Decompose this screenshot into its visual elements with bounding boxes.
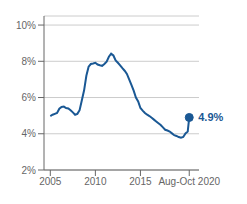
svg-text:10%: 10% xyxy=(16,20,36,31)
svg-text:2%: 2% xyxy=(22,165,37,176)
svg-text:6%: 6% xyxy=(22,92,37,103)
svg-text:4%: 4% xyxy=(22,128,37,139)
svg-text:2015: 2015 xyxy=(129,176,152,187)
svg-text:4.9%: 4.9% xyxy=(198,111,223,123)
svg-text:2005: 2005 xyxy=(39,176,62,187)
svg-text:2010: 2010 xyxy=(84,176,107,187)
svg-text:8%: 8% xyxy=(22,56,37,67)
svg-text:Aug-Oct 2020: Aug-Oct 2020 xyxy=(158,176,220,187)
